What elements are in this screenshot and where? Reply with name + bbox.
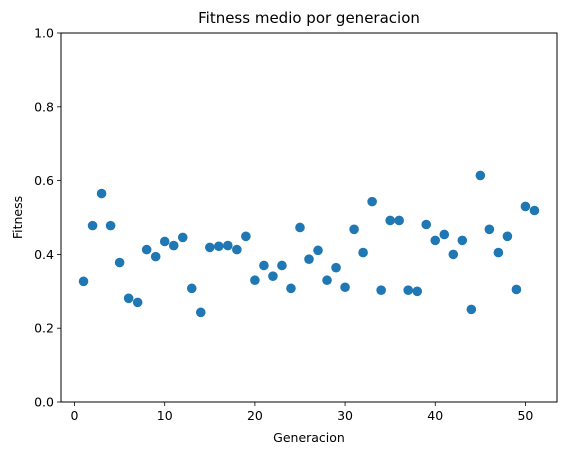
data-point <box>421 219 432 230</box>
data-point <box>349 224 359 235</box>
x-tick-label: 10 <box>157 408 173 423</box>
data-point <box>232 244 242 255</box>
data-point <box>268 271 278 281</box>
data-points <box>78 170 540 318</box>
data-point <box>340 282 350 293</box>
data-point <box>114 257 125 268</box>
y-tick-label: 0.6 <box>34 173 54 188</box>
data-point <box>159 236 170 247</box>
data-point <box>259 260 269 271</box>
data-point <box>205 242 215 253</box>
data-point <box>412 286 423 297</box>
data-point <box>403 285 414 295</box>
data-point <box>367 196 377 207</box>
data-point <box>250 275 260 286</box>
data-point <box>286 283 296 294</box>
data-point <box>132 297 143 308</box>
x-tick-label: 20 <box>247 408 263 423</box>
data-point <box>466 304 477 315</box>
x-tick-label: 50 <box>517 408 533 423</box>
data-point <box>529 205 540 216</box>
x-tick-label: 0 <box>71 408 79 423</box>
data-point <box>195 307 206 318</box>
data-point <box>376 285 386 295</box>
data-point <box>186 283 197 294</box>
data-point <box>214 241 224 252</box>
data-point <box>123 293 134 304</box>
data-point <box>358 247 368 258</box>
data-point <box>277 260 287 271</box>
data-point <box>394 215 404 226</box>
data-point <box>87 220 98 231</box>
data-point <box>78 276 89 287</box>
data-point <box>105 220 116 231</box>
data-point <box>448 249 459 260</box>
data-point <box>168 240 179 251</box>
data-point <box>475 170 486 181</box>
y-tick-label: 0.2 <box>34 321 54 336</box>
data-point <box>511 284 522 295</box>
data-point <box>484 224 495 235</box>
data-point <box>493 247 504 258</box>
data-point <box>331 262 341 273</box>
data-point <box>141 244 152 255</box>
data-point <box>457 235 468 246</box>
y-tick-label: 0.4 <box>34 247 54 262</box>
y-tick-label: 1.0 <box>34 26 54 41</box>
data-point <box>322 275 332 286</box>
data-point <box>150 251 161 262</box>
y-axis-label: Fitness <box>10 196 25 239</box>
x-tick-label: 40 <box>427 408 443 423</box>
data-point <box>304 254 314 264</box>
y-tick-label: 0.8 <box>34 99 54 114</box>
data-point <box>295 222 305 233</box>
data-point <box>241 231 251 242</box>
x-tick-label: 30 <box>337 408 353 423</box>
data-point <box>313 245 323 256</box>
data-point <box>430 235 441 246</box>
data-point <box>439 229 450 240</box>
data-point <box>520 201 531 212</box>
y-tick-label: 0.0 <box>34 395 54 410</box>
plot-area <box>60 32 558 403</box>
y-axis-ticks: 0.0 0.2 0.4 0.6 0.8 1.0 <box>34 26 61 410</box>
data-point <box>177 232 188 243</box>
chart-title: Fitness medio por generacion <box>198 9 420 27</box>
data-point <box>385 215 395 226</box>
x-axis-ticks: 0 10 20 30 40 50 <box>71 402 533 423</box>
data-point <box>502 231 513 242</box>
x-axis-label: Generacion <box>273 430 345 445</box>
data-point <box>96 188 107 199</box>
data-point <box>223 240 233 251</box>
